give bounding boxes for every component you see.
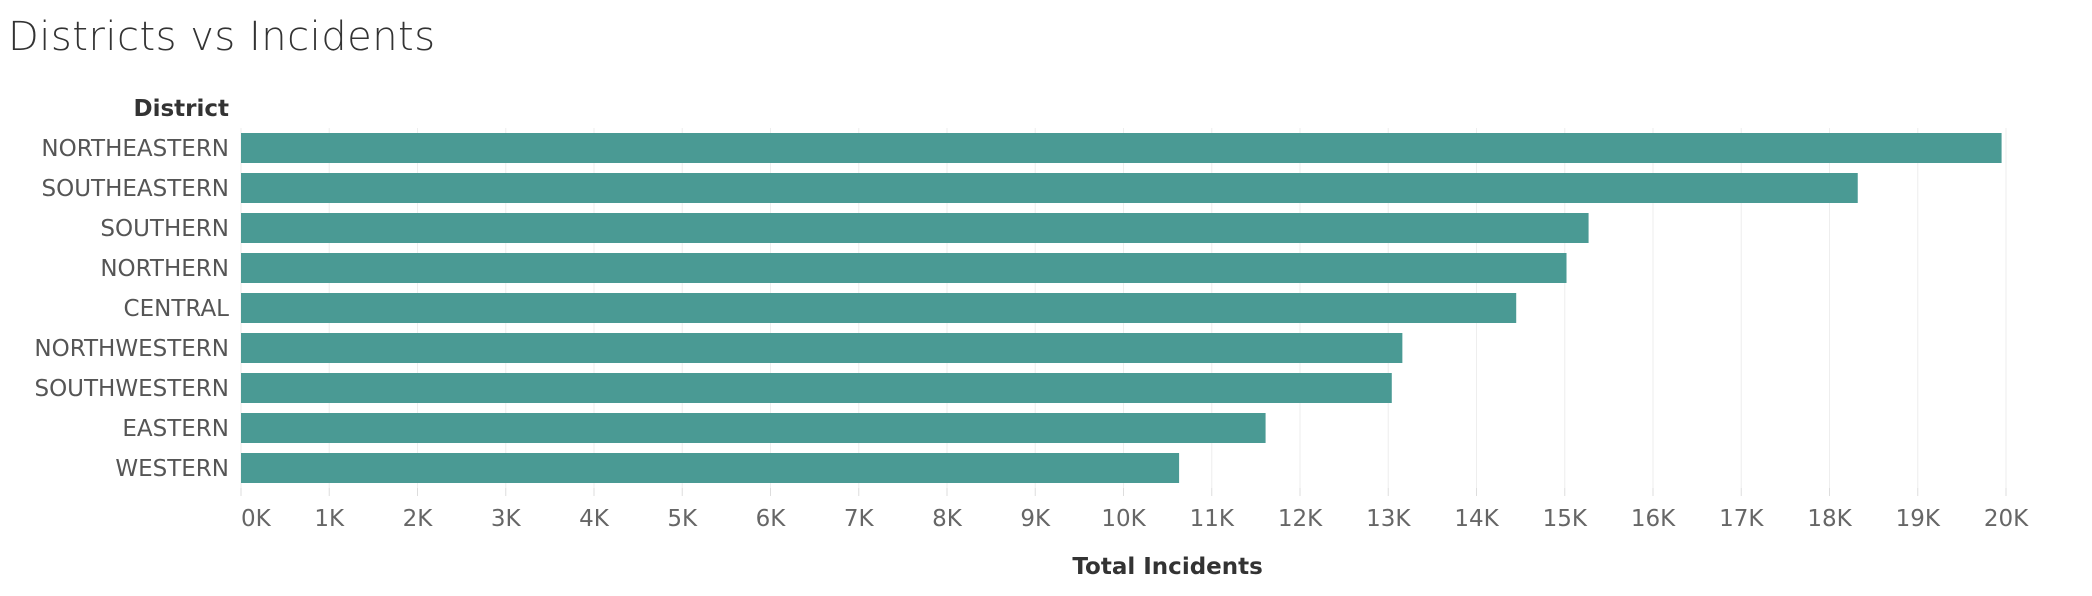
tick-label-1K: 1K	[314, 506, 345, 532]
x-axis-ticks: 0K 1K 2K 3K 4K 5K 6K 7K 8K 9K 10K 11K 12K 13K 14K 15K 16…	[240, 488, 2029, 532]
tick-label-18K: 18K	[1807, 506, 1852, 532]
tick-label-8K: 8K	[932, 506, 963, 532]
tick-label-9K: 9K	[1020, 506, 1051, 532]
category-label-northwestern: NORTHWESTERN	[34, 336, 229, 362]
tick-label-12K: 12K	[1278, 506, 1323, 532]
tick-label-20K: 20K	[1984, 506, 2029, 532]
bar-western	[241, 453, 1180, 483]
category-label-central: CENTRAL	[124, 296, 230, 322]
x-axis-title: Total Incidents	[1072, 554, 1262, 580]
bar-central	[241, 293, 1517, 323]
tick-label-4K: 4K	[579, 506, 610, 532]
tick-label-6K: 6K	[756, 506, 787, 532]
bar-northeastern	[241, 133, 2002, 163]
category-label-western: WESTERN	[115, 456, 229, 482]
tick-label-13K: 13K	[1366, 506, 1411, 532]
tick-label-0K: 0K	[241, 506, 272, 532]
tick-label-2K: 2K	[403, 506, 434, 532]
tick-label-10K: 10K	[1101, 506, 1146, 532]
tick-label-14K: 14K	[1454, 506, 1499, 532]
category-label-southern: SOUTHERN	[100, 216, 229, 242]
bar-northwestern	[241, 333, 1403, 363]
category-label-southwestern: SOUTHWESTERN	[34, 376, 229, 402]
bar-southern	[241, 213, 1589, 243]
bar-southwestern	[241, 373, 1392, 403]
tick-label-17K: 17K	[1719, 506, 1764, 532]
bars	[241, 133, 2002, 483]
category-labels: NORTHEASTERN SOUTHEASTERN SOUTHERN NORTHERN…	[34, 136, 229, 482]
chart-title: Districts vs Incidents	[8, 14, 436, 60]
row-header-district: District	[133, 96, 229, 122]
bar-eastern	[241, 413, 1266, 443]
tick-label-15K: 15K	[1543, 506, 1588, 532]
bar-northern	[241, 253, 1567, 283]
category-label-southeastern: SOUTHEASTERN	[41, 176, 229, 202]
tick-label-3K: 3K	[491, 506, 522, 532]
tick-label-11K: 11K	[1190, 506, 1235, 532]
bar-southeastern	[241, 173, 1858, 203]
tick-label-19K: 19K	[1896, 506, 1941, 532]
category-label-northeastern: NORTHEASTERN	[41, 136, 229, 162]
category-label-northern: NORTHERN	[100, 256, 229, 282]
tick-label-16K: 16K	[1631, 506, 1676, 532]
tick-label-7K: 7K	[844, 506, 875, 532]
tick-label-5K: 5K	[667, 506, 698, 532]
category-label-eastern: EASTERN	[122, 416, 229, 442]
